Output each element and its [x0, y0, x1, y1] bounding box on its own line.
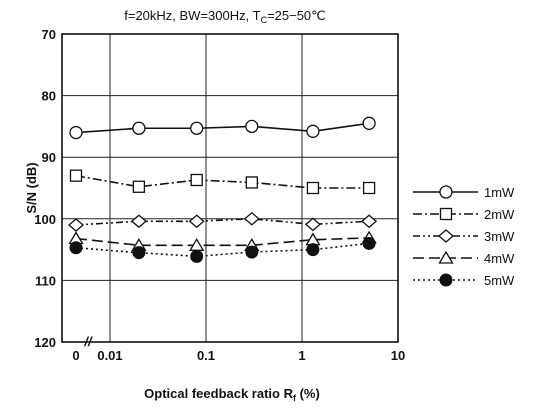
legend-label: 5mW: [484, 273, 515, 288]
legend-label: 2mW: [484, 207, 515, 222]
series-line-3mW: [75, 217, 370, 226]
axis-break-marker: //: [83, 334, 93, 349]
data-point-3mW: [68, 218, 84, 232]
legend-marker: [439, 273, 453, 287]
data-point-5mW: [132, 246, 146, 260]
data-point-2mW: [245, 176, 258, 189]
legend-label: 4mW: [484, 251, 515, 266]
series-4mW: [68, 230, 377, 251]
series-2mW: [69, 169, 376, 195]
y-tick-label: 70: [42, 27, 56, 42]
data-point-1mW: [362, 116, 376, 130]
data-point-2mW: [132, 180, 146, 193]
legend-marker: [438, 250, 454, 264]
y-tick-label: 80: [42, 89, 56, 104]
data-point-2mW: [69, 169, 83, 182]
data-point-2mW: [362, 181, 376, 195]
data-point-3mW: [361, 214, 378, 229]
data-point-3mW: [243, 211, 260, 226]
data-point-2mW: [190, 173, 203, 187]
data-point-3mW: [188, 214, 205, 229]
data-point-1mW: [306, 124, 320, 138]
legend-item-2mW: 2mW: [413, 207, 515, 222]
grid: [61, 33, 399, 343]
data-point-5mW: [190, 249, 204, 263]
chart-title: f=20kHz, BW=300Hz, TC=25−50℃: [124, 8, 326, 25]
data-point-1mW: [245, 119, 259, 134]
series-line-2mW: [75, 174, 370, 189]
series-lines: [68, 116, 378, 263]
y-tick-label: 110: [35, 273, 56, 288]
series-3mW: [68, 211, 378, 232]
x-tick-label: 0.01: [97, 348, 122, 363]
data-point-1mW: [132, 121, 146, 135]
data-point-1mW: [190, 121, 204, 135]
data-point-1mW: [69, 125, 83, 140]
plot-frame: [61, 33, 399, 343]
x-tick-label: 10: [391, 348, 405, 363]
x-axis-label: Optical feedback ratio Rf (%): [144, 386, 320, 403]
legend-label: 3mW: [484, 229, 515, 244]
legend-marker: [439, 207, 453, 221]
legend-marker: [439, 185, 453, 199]
series-line-1mW: [75, 122, 370, 134]
y-tick-label: 100: [34, 212, 56, 227]
data-point-5mW: [306, 243, 320, 257]
data-point-2mW: [306, 181, 320, 195]
x-tick-label: 0.1: [197, 348, 215, 363]
data-point-5mW: [245, 245, 259, 259]
legend-item-4mW: 4mW: [413, 250, 515, 266]
series-line-4mW: [75, 237, 370, 247]
legend-item-1mW: 1mW: [413, 185, 515, 200]
data-point-3mW: [304, 217, 321, 232]
legend-item-3mW: 3mW: [413, 229, 515, 244]
x-tick-label: 1: [298, 348, 305, 363]
y-axis-label: S/N (dB): [24, 162, 39, 213]
legend-label: 1mW: [484, 185, 515, 200]
data-point-3mW: [130, 214, 147, 229]
x-tick-label: 0: [72, 348, 79, 363]
series-5mW: [69, 236, 376, 263]
series-line-5mW: [75, 242, 370, 258]
data-point-5mW: [69, 241, 83, 255]
series-1mW: [69, 116, 376, 140]
y-tick-label: 120: [34, 335, 56, 350]
y-tick-label: 90: [42, 150, 56, 165]
data-point-5mW: [362, 236, 376, 250]
legend-item-5mW: 5mW: [413, 273, 515, 288]
legend: 1mW 2mW 3mW 4mW 5mW: [413, 185, 515, 288]
legend-marker: [438, 229, 454, 243]
